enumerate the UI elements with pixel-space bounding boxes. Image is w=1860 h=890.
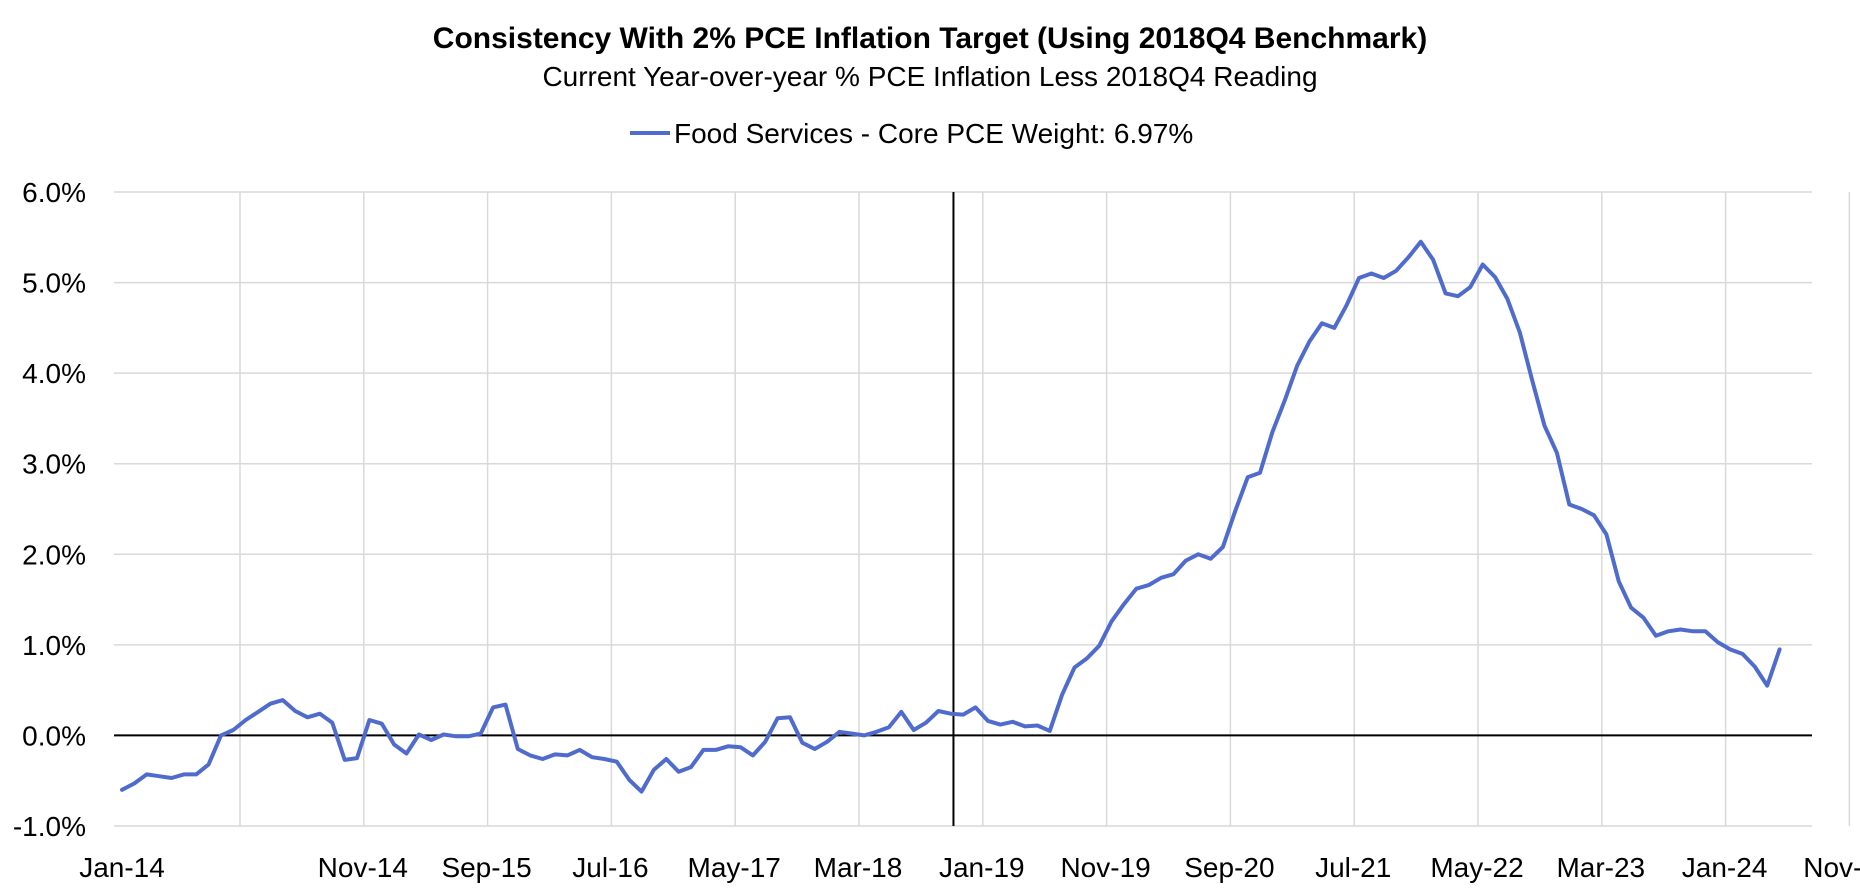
x-tick-label: Nov-24 [1803, 852, 1860, 883]
y-axis-ticks: 6.0% 5.0% 4.0% 3.0% 2.0% 1.0% 0.0% -1.0% [13, 177, 86, 842]
axes [114, 192, 1812, 826]
legend-label: Food Services - Core PCE Weight: 6.97% [674, 118, 1193, 149]
gridlines [114, 191, 1812, 827]
vertical-gridlines [239, 192, 1851, 826]
x-axis-ticks: Jan-14 Nov-14 Sep-15 Jul-16 May-17 Mar-18 Jan-… [79, 852, 1860, 883]
x-tick-label: Jul-21 [1315, 852, 1391, 883]
x-tick-label: Nov-14 [318, 852, 408, 883]
y-tick-label: 2.0% [22, 539, 86, 570]
y-tick-label: 6.0% [22, 177, 86, 208]
y-tick-label: 4.0% [22, 358, 86, 389]
chart-title: Consistency With 2% PCE Inflation Target… [433, 22, 1427, 55]
x-tick-label: Sep-15 [441, 852, 531, 883]
y-tick-label: 1.0% [22, 630, 86, 661]
x-tick-label: Jan-19 [939, 852, 1025, 883]
legend: Food Services - Core PCE Weight: 6.97% [630, 118, 1193, 149]
x-tick-label: Jan-24 [1682, 852, 1768, 883]
x-tick-label: Jan-14 [79, 852, 165, 883]
series-layer [120, 239, 1782, 794]
x-tick-label: Nov-19 [1060, 852, 1150, 883]
x-tick-label: Mar-18 [814, 852, 903, 883]
y-tick-label: 5.0% [22, 268, 86, 299]
x-tick-label: Sep-20 [1184, 852, 1274, 883]
x-tick-label: May-22 [1430, 852, 1523, 883]
series-line-food-services [120, 239, 1782, 794]
chart-subtitle: Current Year-over-year % PCE Inflation L… [542, 61, 1317, 92]
x-tick-label: May-17 [688, 852, 781, 883]
y-tick-label: -1.0% [13, 811, 86, 842]
x-tick-label: Jul-16 [572, 852, 648, 883]
y-tick-label: 0.0% [22, 720, 86, 751]
x-tick-label: Mar-23 [1556, 852, 1645, 883]
y-tick-label: 3.0% [22, 449, 86, 480]
